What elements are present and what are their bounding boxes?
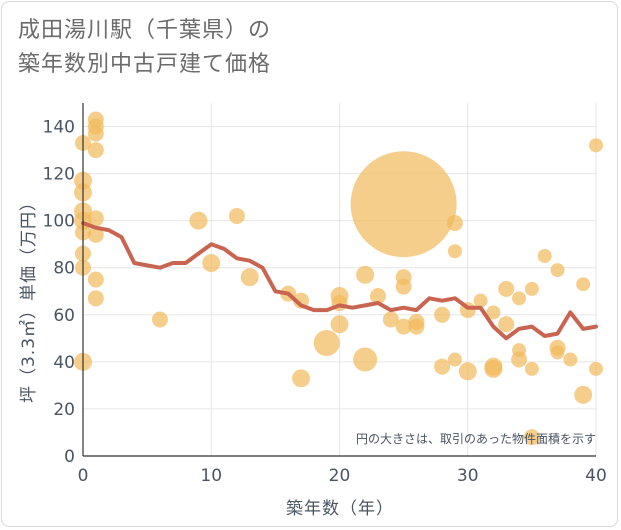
data-point (498, 316, 515, 333)
x-tick-label: 0 (78, 466, 89, 486)
y-tick-label: 100 (43, 212, 75, 232)
data-point (87, 142, 104, 159)
data-point (330, 315, 349, 334)
data-point (382, 311, 399, 328)
data-point (87, 271, 104, 288)
data-point (87, 290, 104, 307)
x-tick-label: 20 (329, 466, 351, 486)
data-point (589, 361, 603, 376)
data-point (434, 358, 451, 375)
data-point (537, 248, 552, 263)
data-point (473, 293, 488, 308)
data-point (574, 385, 593, 404)
data-point (87, 226, 104, 243)
data-point (563, 352, 578, 367)
y-tick-label: 80 (53, 259, 75, 279)
data-point (524, 361, 539, 376)
data-point (87, 210, 104, 227)
data-point (408, 318, 425, 335)
y-axis-label: 坪（3.3㎡）単価（万円） (19, 193, 39, 403)
y-tick-label: 40 (53, 353, 75, 373)
y-tick-label: 60 (53, 306, 75, 326)
data-point (313, 330, 340, 357)
data-point (189, 211, 208, 230)
y-tick-label: 140 (43, 118, 75, 138)
data-point (434, 306, 451, 323)
data-point (511, 351, 528, 368)
data-point (447, 244, 462, 259)
data-point (228, 207, 245, 224)
data-point (523, 429, 540, 446)
data-point (447, 352, 462, 367)
axes (82, 103, 596, 457)
chart-title-line1: 成田湯川駅（千葉県）の (18, 18, 272, 43)
x-axis-label: 築年数（年） (286, 499, 394, 519)
chart-title-line2: 築年数別中古戸建て価格 (18, 52, 272, 77)
data-point (524, 281, 539, 296)
series-line (81, 221, 598, 341)
grid (82, 103, 597, 457)
bubbles (74, 111, 603, 446)
data-point (550, 345, 565, 360)
x-tick-label: 40 (585, 466, 607, 486)
data-point (240, 268, 259, 287)
tick-labels: 0 20 40 60 80 100 120 140 0 10 20 30 40 (43, 118, 607, 486)
y-tick-label: 120 (43, 165, 75, 185)
y-tick-label: 20 (53, 400, 75, 420)
data-point (486, 305, 501, 320)
data-point (484, 359, 503, 378)
data-point (202, 254, 221, 273)
data-point (395, 318, 412, 335)
data-point (87, 125, 104, 142)
data-point (589, 138, 603, 153)
data-point (395, 278, 412, 295)
size-note: 円の大きさは、取引のあった物件面積を示す (356, 431, 596, 446)
x-tick-label: 10 (200, 466, 222, 486)
data-point (512, 291, 527, 306)
data-point (353, 347, 378, 372)
data-point (292, 369, 311, 388)
data-point (576, 277, 591, 292)
chart-title: 成田湯川駅（千葉県）の 築年数別中古戸建て価格 (18, 14, 271, 82)
data-point (369, 287, 386, 304)
data-point (356, 265, 375, 284)
y-tick-label: 0 (64, 447, 75, 467)
data-point (458, 362, 477, 381)
data-point (550, 263, 565, 278)
x-tick-label: 30 (457, 466, 479, 486)
data-point (293, 292, 310, 309)
data-point (446, 215, 463, 232)
data-point (151, 311, 168, 328)
data-point (350, 151, 457, 258)
data-point (498, 280, 515, 297)
trend-lines (81, 221, 598, 341)
